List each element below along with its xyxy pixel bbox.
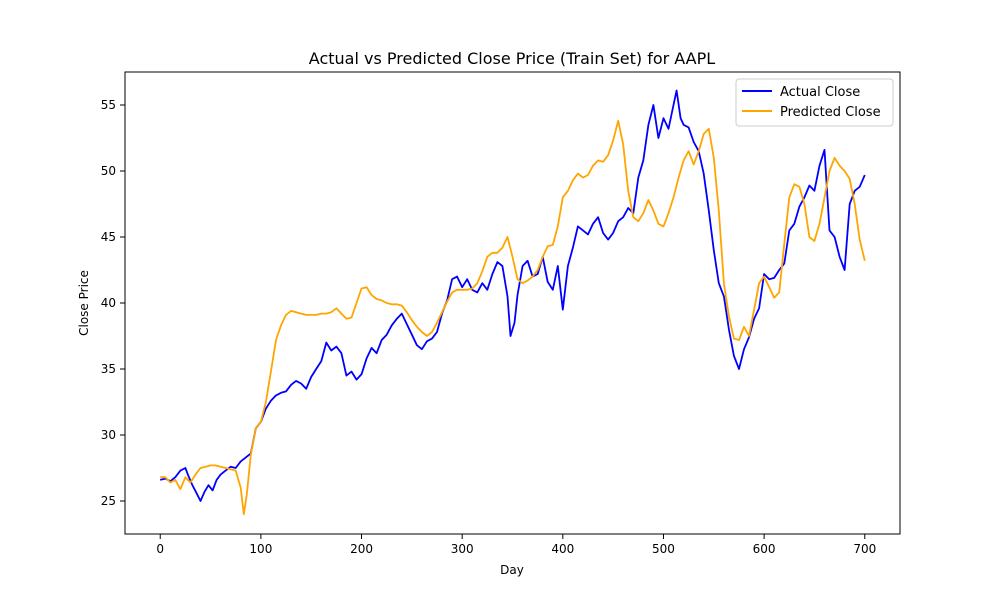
y-tick-label: 35 [101, 362, 116, 376]
y-tick-label: 30 [101, 428, 116, 442]
x-tick-label: 0 [156, 542, 164, 556]
series-layer [159, 89, 866, 516]
x-axis-ticks: 0 100 200 300 400 500 600 700 [156, 534, 876, 556]
plot-frame [124, 71, 901, 535]
x-tick-label: 400 [551, 542, 574, 556]
chart-title: Actual vs Predicted Close Price (Train S… [309, 49, 715, 68]
series-line-predicted-close [160, 119, 866, 516]
legend-label-actual-close: Actual Close [780, 85, 860, 100]
legend-label-predicted-close: Predicted Close [780, 105, 881, 120]
y-tick-label: 25 [101, 494, 116, 508]
series-line-actual-close [159, 89, 866, 502]
x-tick-label: 500 [652, 542, 675, 556]
legend-box [735, 78, 894, 127]
y-tick-label: 55 [101, 98, 116, 112]
x-tick-label: 600 [753, 542, 776, 556]
y-axis-ticks: 25 30 35 40 45 50 55 [101, 98, 125, 508]
x-tick-label: 300 [451, 542, 474, 556]
x-tick-label: 200 [350, 542, 373, 556]
y-tick-label: 50 [101, 164, 116, 178]
legend: Actual Close Predicted Close [735, 78, 894, 127]
y-tick-label: 45 [101, 230, 116, 244]
x-tick-label: 700 [853, 542, 876, 556]
y-axis-label: Close Price [77, 270, 91, 336]
y-tick-label: 40 [101, 296, 116, 310]
x-tick-label: 100 [249, 542, 272, 556]
x-axis-label: Day [500, 563, 524, 577]
